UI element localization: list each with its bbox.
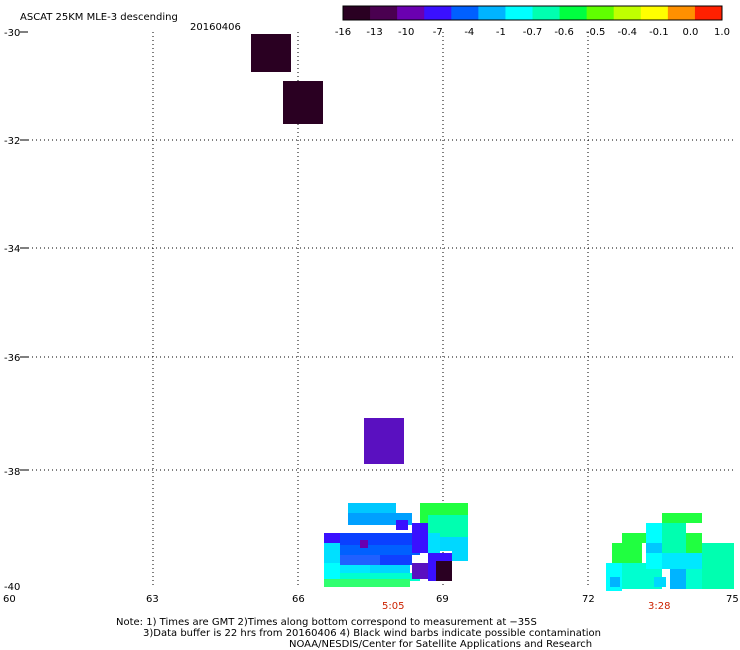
colorbar-frame [342, 5, 723, 21]
data-cell [428, 515, 468, 537]
lat-label: -40 [4, 582, 20, 593]
colorbar-label: -4 [464, 27, 474, 38]
colorbar-label: -13 [366, 27, 382, 38]
data-cell [686, 569, 702, 589]
data-cell [251, 34, 291, 72]
pass-time: 5:05 [382, 601, 404, 612]
lat-axis: -30 -32 -34 -36 -38 -40 [4, 28, 20, 593]
data-cell [452, 551, 468, 561]
colorbar-label: -0.4 [617, 27, 637, 38]
data-cell [702, 563, 734, 589]
data-cell [428, 553, 452, 561]
lat-label: -32 [4, 136, 20, 147]
data-cell [340, 533, 412, 545]
data-cell [324, 533, 348, 543]
colorbar-swatch [613, 6, 642, 20]
data-cell [622, 533, 646, 543]
colorbar-label: -0.6 [554, 27, 574, 38]
colorbar-swatch [451, 6, 479, 20]
colorbar-swatch [586, 6, 615, 20]
lon-label: 66 [292, 594, 305, 605]
data-cell [340, 545, 420, 555]
data-cell [324, 543, 342, 563]
lat-label: -38 [4, 467, 20, 478]
lon-label: 60 [3, 594, 16, 605]
data-cell [324, 563, 340, 579]
data-cell [428, 561, 436, 581]
data-cell [662, 553, 702, 569]
data-cell [340, 565, 370, 573]
data-cell [348, 503, 396, 513]
colorbar: -16 -13 -10 -7 -4 -1 -0.7 -0.6 -0.5 -0.4 -0.1 0.0 1.… [335, 5, 730, 38]
colorbar-label: -1 [496, 27, 506, 38]
data-cell [702, 543, 734, 563]
product-date: 20160406 [190, 22, 241, 33]
colorbar-label: -7 [433, 27, 443, 38]
data-cell [662, 513, 702, 523]
lon-label: 63 [146, 594, 159, 605]
data-cell [283, 81, 323, 124]
colorbar-swatch [343, 6, 371, 20]
colorbar-label: -0.1 [649, 27, 669, 38]
colorbar-label: 0.0 [682, 27, 698, 38]
colorbar-label: 1.0 [714, 27, 730, 38]
data-cell [646, 543, 662, 553]
colorbar-swatch [424, 6, 452, 20]
lon-axis: 60 63 66 69 72 75 [3, 594, 739, 605]
note-line-2: 3)Data buffer is 22 hrs from 20160406 4)… [143, 628, 601, 639]
data-cell [380, 555, 412, 565]
data-cell [686, 533, 702, 553]
colorbar-swatch [397, 6, 425, 20]
colorbar-swatch [532, 6, 561, 20]
data-cell [662, 523, 686, 553]
data-cell [670, 569, 686, 589]
data-cell [610, 577, 620, 587]
colorbar-swatch [478, 6, 506, 20]
data-cell [436, 561, 452, 581]
data-swaths [251, 34, 734, 591]
colorbar-swatch [370, 6, 398, 20]
data-cell [612, 543, 642, 563]
colorbar-swatch [559, 6, 588, 20]
colorbar-label: -0.7 [523, 27, 543, 38]
colorbar-label: -0.5 [586, 27, 606, 38]
data-cell [396, 520, 408, 530]
lon-label: 75 [726, 594, 739, 605]
data-cell [340, 573, 420, 581]
note-line-1: Note: 1) Times are GMT 2)Times along bot… [116, 617, 537, 628]
data-cell [440, 537, 468, 551]
note-line-3: NOAA/NESDIS/Center for Satellite Applica… [289, 639, 592, 650]
data-cell [360, 540, 368, 548]
data-cell [646, 523, 662, 543]
colorbar-swatch [505, 6, 533, 20]
colorbar-swatch [667, 6, 696, 20]
colorbar-label: -10 [398, 27, 414, 38]
data-cell [364, 418, 404, 464]
lat-label: -36 [4, 353, 20, 364]
colorbar-swatch [694, 6, 723, 20]
colorbar-label: -16 [335, 27, 351, 38]
lat-label: -34 [4, 244, 20, 255]
data-cell [370, 565, 410, 573]
lon-label: 69 [436, 594, 449, 605]
data-cell [654, 577, 666, 587]
product-title: ASCAT 25KM MLE-3 descending [20, 12, 178, 23]
data-cell [324, 579, 410, 587]
data-cell [412, 563, 428, 579]
data-cell [428, 533, 440, 553]
data-cell [340, 555, 380, 565]
colorbar-swatch [640, 6, 669, 20]
lat-label: -30 [4, 28, 20, 39]
pass-time: 3:28 [648, 601, 670, 612]
lon-label: 72 [582, 594, 595, 605]
data-cell [412, 523, 432, 553]
